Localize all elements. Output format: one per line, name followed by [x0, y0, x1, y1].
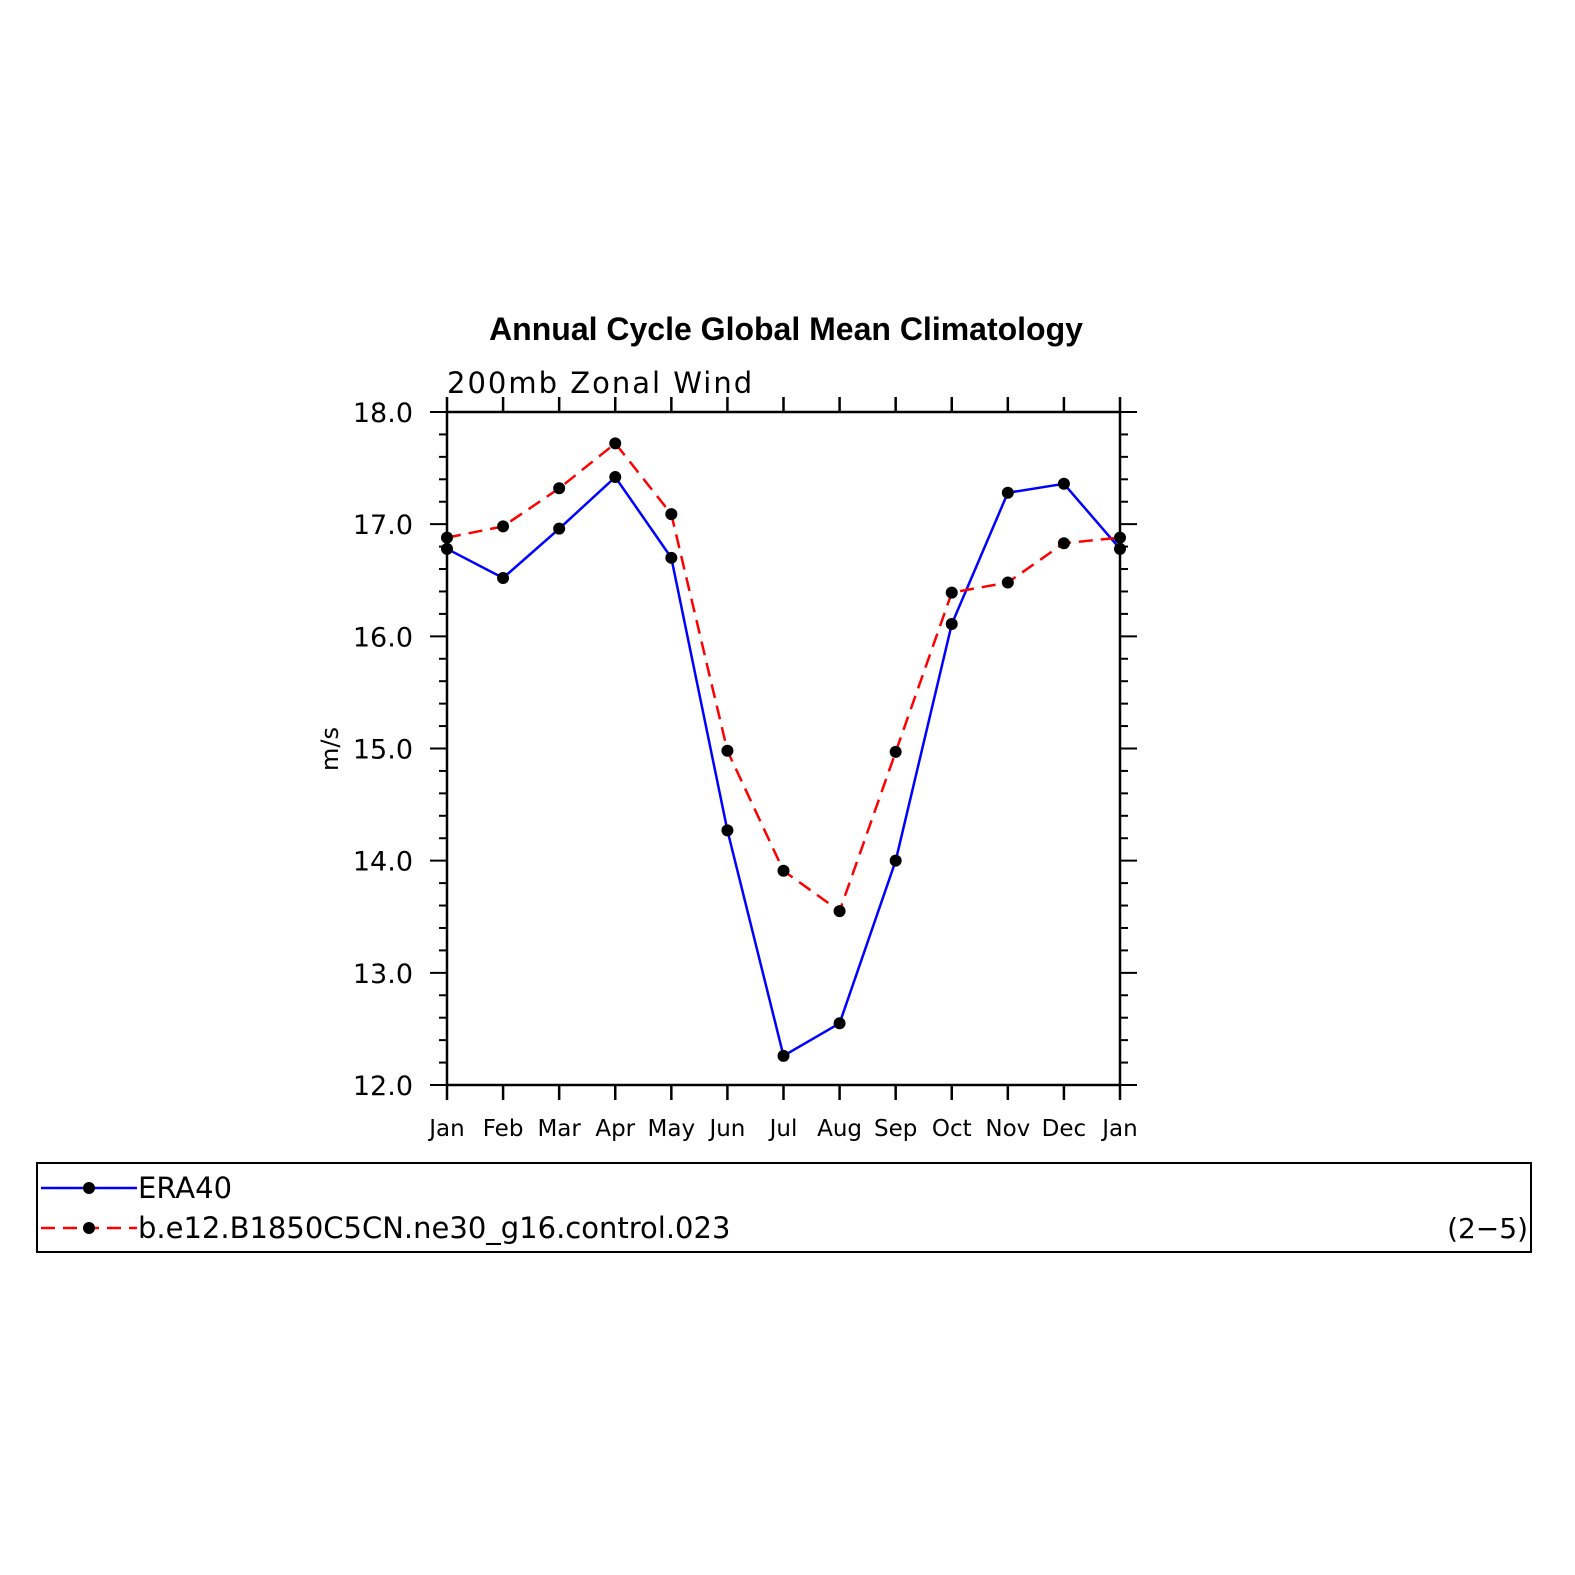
x-tick-label: Jan [1100, 1116, 1137, 1142]
panel-label: (2−5) [1447, 1212, 1528, 1245]
y-tick-label: 15.0 [353, 735, 413, 766]
y-tick-labels: 12.0 13.0 14.0 15.0 16.0 17.0 18.0 [353, 398, 413, 1102]
data-point [889, 854, 902, 867]
x-tick-labels: Jan Feb Mar Apr May Jun Jul Aug Sep Oct Nov Dec Jan [427, 1116, 1137, 1142]
x-tick-label: Oct [932, 1116, 972, 1142]
legend-label: b.e12.B1850C5CN.ne30_g16.control.023 [138, 1211, 730, 1245]
data-point [889, 745, 902, 758]
data-point [1001, 486, 1014, 499]
y-tick-label: 14.0 [353, 847, 413, 878]
data-point [665, 551, 678, 564]
y-tick-label: 12.0 [353, 1071, 413, 1102]
x-tick-label: Jun [707, 1116, 745, 1142]
data-point [441, 531, 453, 544]
y-axis-label: m/s [316, 727, 344, 771]
x-tick-label: Jan [427, 1116, 464, 1142]
legend-swatch-marker [83, 1222, 95, 1234]
series-line [446, 441, 1121, 914]
x-tick-label: Jul [768, 1116, 798, 1142]
data-point [665, 508, 678, 521]
legend-label: ERA40 [138, 1171, 232, 1205]
data-point [833, 1017, 846, 1030]
data-point [1057, 537, 1070, 550]
data-point [1114, 531, 1126, 544]
data-point [833, 905, 846, 918]
y-tick-label: 18.0 [353, 398, 413, 429]
data-point [553, 482, 566, 495]
x-tick-label: Nov [985, 1116, 1030, 1142]
data-point [553, 522, 566, 535]
data-point [609, 437, 622, 450]
series-lines [446, 441, 1121, 1058]
x-tick-label: Mar [537, 1116, 581, 1142]
series-markers [441, 437, 1126, 1062]
data-point [609, 471, 622, 484]
data-point [497, 520, 510, 533]
chart-title: Annual Cycle Global Mean Climatology [489, 311, 1083, 347]
data-point [945, 586, 958, 599]
data-point [721, 744, 734, 757]
data-point [777, 1049, 790, 1062]
data-point [945, 617, 958, 630]
legend-box [36, 1162, 1532, 1253]
legend: ERA40 b.e12.B1850C5CN.ne30_g16.control.02… [41, 1171, 730, 1245]
x-tick-label: Apr [595, 1116, 635, 1142]
y-tick-label: 13.0 [353, 959, 413, 990]
data-point [497, 572, 510, 585]
data-point [777, 864, 790, 877]
x-tick-label: Sep [874, 1116, 917, 1142]
y-tick-label: 17.0 [353, 510, 413, 541]
axis-ticks [430, 397, 1137, 1100]
x-tick-label: Feb [483, 1116, 524, 1142]
data-point [1114, 542, 1126, 555]
y-tick-label: 16.0 [353, 622, 413, 653]
data-point [1001, 576, 1014, 589]
x-tick-label: Aug [817, 1116, 862, 1142]
x-tick-label: Dec [1042, 1116, 1087, 1142]
data-point [1057, 477, 1070, 490]
x-tick-label: May [648, 1116, 696, 1142]
plot-frame [445, 410, 1122, 1087]
data-point [721, 824, 734, 837]
series-line [446, 475, 1121, 1058]
chart-subtitle: 200mb Zonal Wind [447, 366, 754, 400]
legend-swatch-marker [83, 1182, 95, 1194]
data-point [441, 542, 453, 555]
